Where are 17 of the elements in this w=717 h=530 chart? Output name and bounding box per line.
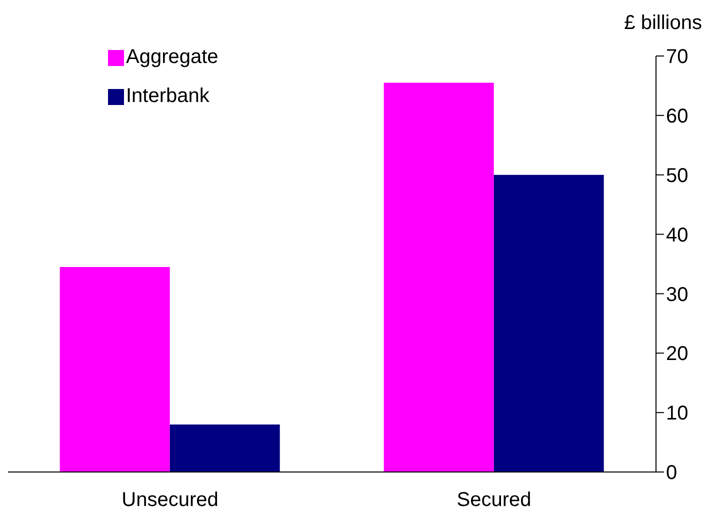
y-tick-label: 20	[666, 343, 688, 366]
x-tick-label: Secured	[456, 489, 532, 512]
bar	[170, 424, 280, 472]
y-tick-label: 30	[666, 284, 688, 306]
y-tick-label: 60	[666, 106, 688, 128]
legend-label: Aggregate	[126, 46, 218, 69]
y-tick-label: 70	[666, 46, 688, 68]
x-tick-label: Unsecured	[122, 489, 218, 512]
y-tick-label: 40	[666, 224, 688, 246]
y-tick-label: 50	[666, 164, 688, 187]
y-tick-label: 0	[666, 462, 678, 484]
y-tick-label: 10	[666, 402, 688, 425]
y-axis-title: £ billions	[624, 12, 702, 35]
bar	[384, 82, 494, 472]
bar	[60, 266, 170, 472]
legend-label: Interbank	[126, 85, 210, 108]
bar	[494, 174, 604, 472]
